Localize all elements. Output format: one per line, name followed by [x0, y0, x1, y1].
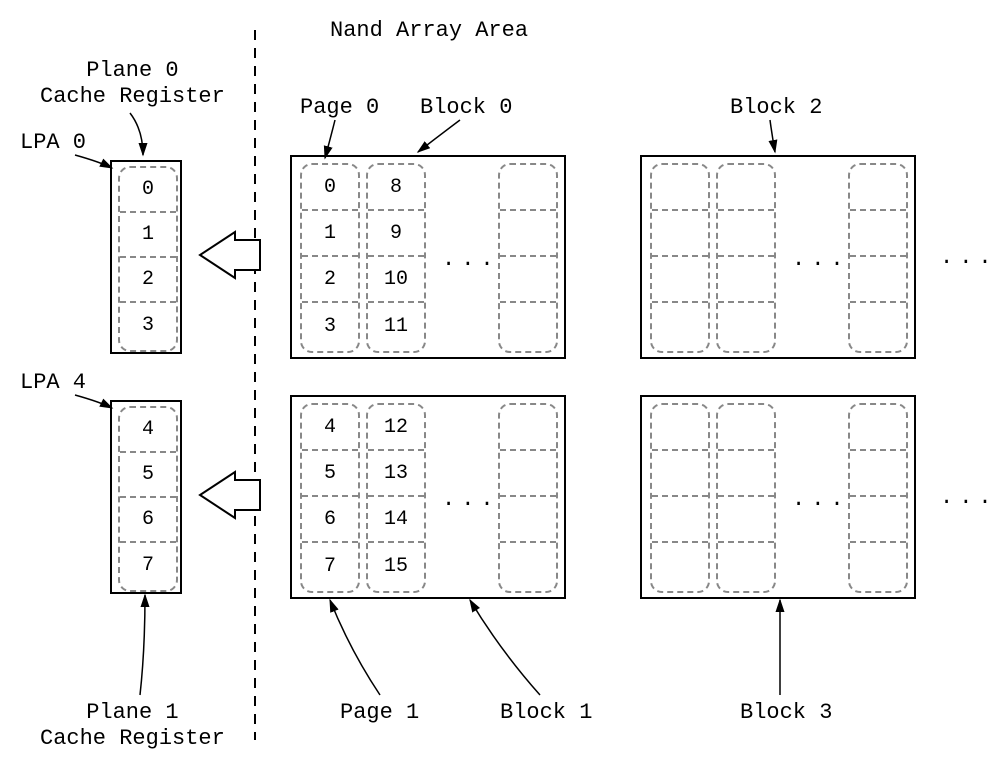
lpa4-label: LPA 4 — [20, 370, 86, 396]
empty-cell — [652, 543, 708, 589]
empty-cell — [500, 451, 556, 497]
block1-page1: 12 13 14 15 — [366, 403, 426, 593]
empty-cell — [652, 451, 708, 497]
empty-cell — [500, 211, 556, 257]
lpa0-label: LPA 0 — [20, 130, 86, 156]
page1-label: Page 1 — [340, 700, 419, 726]
block1: 4 5 6 7 12 13 14 15 ... — [290, 395, 566, 599]
empty-cell — [850, 451, 906, 497]
empty-cell — [718, 303, 774, 349]
empty-cell — [500, 543, 556, 589]
empty-cell — [718, 543, 774, 589]
empty-cell — [718, 165, 774, 211]
empty-cell — [718, 405, 774, 451]
plane1-label: Plane 1 Cache Register — [40, 700, 225, 753]
block3-label: Block 3 — [740, 700, 832, 726]
block1-page-last — [498, 403, 558, 593]
empty-cell — [718, 211, 774, 257]
cache0-cell: 3 — [120, 303, 176, 348]
block1-label: Block 1 — [500, 700, 592, 726]
b0p1-cell: 10 — [368, 257, 424, 303]
empty-cell — [500, 405, 556, 451]
empty-cell — [850, 211, 906, 257]
block3-page-last — [848, 403, 908, 593]
b1p1-cell: 12 — [368, 405, 424, 451]
b1p0-cell: 5 — [302, 451, 358, 497]
block3-page1 — [716, 403, 776, 593]
b1p1-cell: 14 — [368, 497, 424, 543]
b1p0-cell: 7 — [302, 543, 358, 589]
block2-page1 — [716, 163, 776, 353]
empty-cell — [718, 257, 774, 303]
b0p0-cell: 3 — [302, 303, 358, 349]
block2-page-last — [848, 163, 908, 353]
empty-cell — [652, 257, 708, 303]
cache1-cell: 4 — [120, 408, 176, 453]
empty-cell — [850, 543, 906, 589]
dots-right-0: ... — [940, 245, 998, 270]
block0: 0 1 2 3 8 9 10 11 ... — [290, 155, 566, 359]
block0-page1: 8 9 10 11 — [366, 163, 426, 353]
empty-cell — [850, 405, 906, 451]
block2: ... — [640, 155, 916, 359]
cache1-page: 4 5 6 7 — [118, 406, 178, 592]
block3: ... — [640, 395, 916, 599]
b0p0-cell: 0 — [302, 165, 358, 211]
empty-cell — [500, 165, 556, 211]
block3-page0 — [650, 403, 710, 593]
block1-page0: 4 5 6 7 — [300, 403, 360, 593]
cache0-cell: 1 — [120, 213, 176, 258]
arrow-icon-0 — [200, 232, 260, 278]
cache1-cell: 7 — [120, 543, 176, 588]
empty-cell — [652, 303, 708, 349]
empty-cell — [652, 165, 708, 211]
title: Nand Array Area — [330, 18, 528, 44]
block2-page0 — [650, 163, 710, 353]
cache1-cell: 5 — [120, 453, 176, 498]
empty-cell — [500, 257, 556, 303]
b1p1-cell: 13 — [368, 451, 424, 497]
cache-register-1: 4 5 6 7 — [110, 400, 182, 594]
plane0-label: Plane 0 Cache Register — [40, 58, 225, 111]
cache0-page: 0 1 2 3 — [118, 166, 178, 352]
dots: ... — [792, 247, 850, 272]
block0-page0: 0 1 2 3 — [300, 163, 360, 353]
b0p0-cell: 1 — [302, 211, 358, 257]
b0p1-cell: 8 — [368, 165, 424, 211]
empty-cell — [652, 211, 708, 257]
empty-cell — [718, 451, 774, 497]
dots: ... — [442, 247, 500, 272]
b0p1-cell: 9 — [368, 211, 424, 257]
cache1-cell: 6 — [120, 498, 176, 543]
empty-cell — [850, 303, 906, 349]
empty-cell — [850, 257, 906, 303]
block0-label: Block 0 — [420, 95, 512, 121]
empty-cell — [850, 165, 906, 211]
cache-register-0: 0 1 2 3 — [110, 160, 182, 354]
block0-page-last — [498, 163, 558, 353]
b1p0-cell: 4 — [302, 405, 358, 451]
page0-label: Page 0 — [300, 95, 379, 121]
b0p1-cell: 11 — [368, 303, 424, 349]
cache0-cell: 2 — [120, 258, 176, 303]
cache0-cell: 0 — [120, 168, 176, 213]
empty-cell — [718, 497, 774, 543]
block2-label: Block 2 — [730, 95, 822, 121]
dots: ... — [792, 487, 850, 512]
empty-cell — [500, 303, 556, 349]
empty-cell — [652, 497, 708, 543]
b1p0-cell: 6 — [302, 497, 358, 543]
arrow-icon-1 — [200, 472, 260, 518]
b1p1-cell: 15 — [368, 543, 424, 589]
b0p0-cell: 2 — [302, 257, 358, 303]
empty-cell — [850, 497, 906, 543]
dots-right-1: ... — [940, 485, 998, 510]
dots: ... — [442, 487, 500, 512]
empty-cell — [652, 405, 708, 451]
empty-cell — [500, 497, 556, 543]
